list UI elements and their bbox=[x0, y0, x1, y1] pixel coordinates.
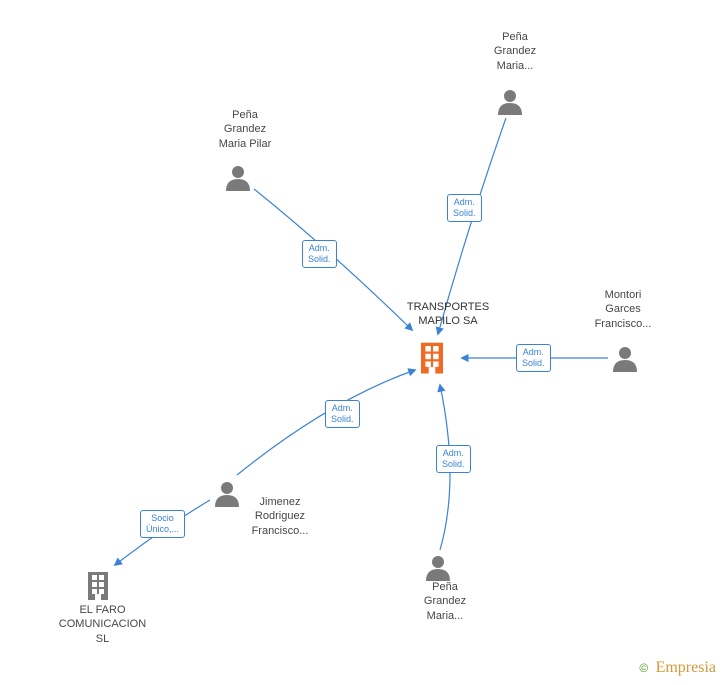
person-icon bbox=[613, 347, 637, 372]
brand-name: Empresia bbox=[656, 659, 716, 676]
edge-jimenez-elfaro bbox=[115, 500, 210, 565]
person-icon bbox=[215, 482, 239, 507]
person-icon bbox=[226, 166, 250, 191]
center-company-icon bbox=[421, 343, 443, 374]
edge-jimenez-transportes bbox=[237, 370, 415, 475]
network-svg bbox=[0, 0, 728, 685]
company-icon bbox=[88, 572, 108, 600]
footer-credit: © Empresia bbox=[639, 659, 716, 677]
edge-pena1-transportes bbox=[438, 118, 506, 334]
copyright-symbol: © bbox=[639, 661, 648, 675]
edge-pena3-transportes bbox=[440, 385, 450, 550]
person-icon bbox=[426, 556, 450, 581]
edge-pena_pilar-transportes bbox=[254, 189, 412, 330]
person-icon bbox=[498, 90, 522, 115]
